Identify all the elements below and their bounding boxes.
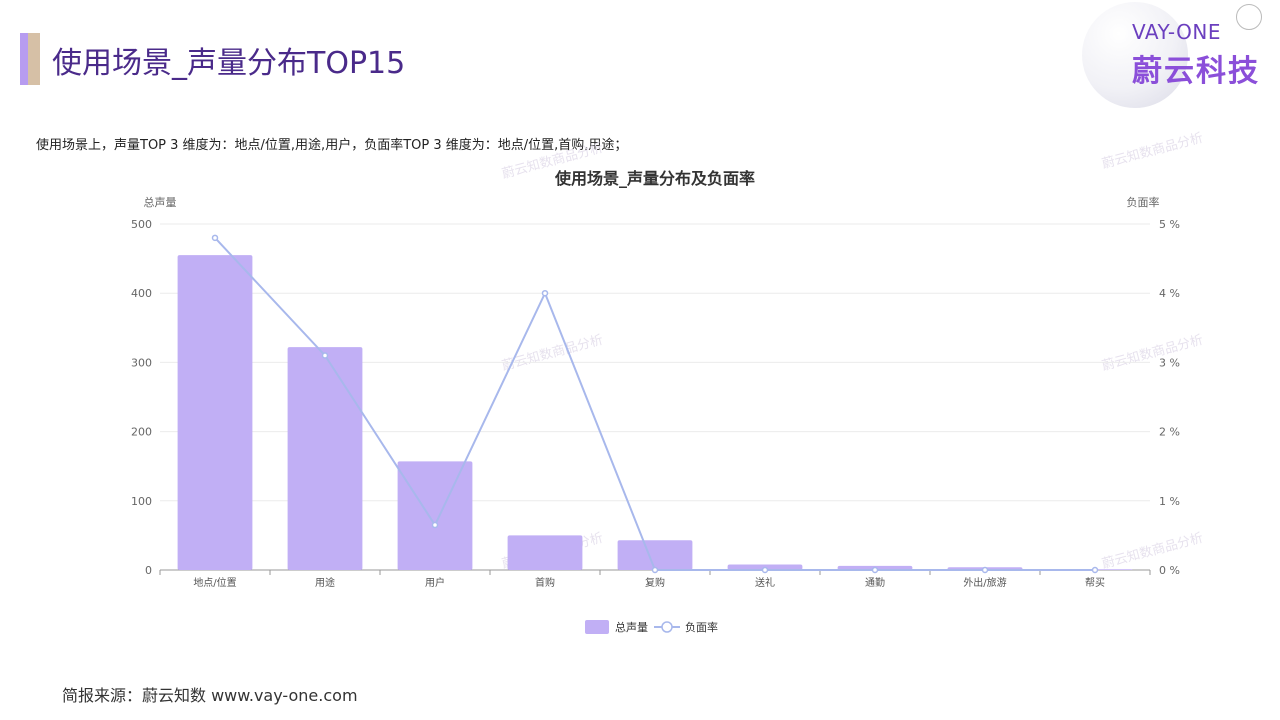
line-point [431,521,439,529]
x-tick-label: 地点/位置 [193,576,236,589]
footer-source: 简报来源：蔚云知数 www.vay-one.com [62,686,358,705]
x-tick-label: 首购 [535,576,555,589]
title-accent-bar-secondary [28,33,40,85]
x-tick-label: 用途 [315,576,335,589]
y-tick-label-right: 0 % [1159,564,1180,577]
line-point [871,566,879,574]
y-tick-label-right: 4 % [1159,287,1180,300]
bar [177,255,253,570]
x-tick-label: 帮买 [1085,577,1105,589]
line-point [761,566,769,574]
line-point [1091,566,1099,574]
x-tick-label: 外出/旅游 [963,576,1006,589]
line-point [211,234,219,242]
x-tick-label: 通勤 [865,576,885,589]
y-tick-label-left: 100 [131,495,152,508]
y-tick-label-left: 500 [131,218,152,231]
bar [617,540,693,570]
bar [397,461,473,570]
line-point [541,289,549,297]
summary-text: 使用场景上，声量TOP 3 维度为：地点/位置,用途,用户，负面率TOP 3 维… [36,138,628,153]
legend-line-marker [661,621,673,633]
y-tick-label-left: 300 [131,356,152,369]
legend-bar-label: 总声量 [615,620,648,634]
y-tick-label-right: 1 % [1159,495,1180,508]
right-axis-label: 负面率 [1127,195,1160,209]
y-tick-label-right: 2 % [1159,426,1180,439]
x-tick-label: 送礼 [755,576,775,589]
y-tick-label-right: 5 % [1159,218,1180,231]
x-tick-label: 用户 [425,576,445,589]
y-tick-label-right: 3 % [1159,356,1180,369]
x-tick-label: 复购 [645,576,665,589]
logo-badge [1082,2,1188,108]
y-tick-label-left: 0 [145,564,152,577]
legend-bar-swatch [585,620,609,634]
line-point [321,352,329,359]
line-point [981,566,989,574]
bar [287,347,363,570]
legend-line-label: 负面率 [685,620,718,634]
logo-small-circle [1236,4,1262,30]
title-accent-bar [20,33,28,85]
y-tick-label-left: 200 [131,426,152,439]
logo-text-en: VAY-ONE [1132,20,1221,44]
logo-text-cn: 蔚云科技 [1132,54,1260,89]
line-point [651,566,659,574]
left-axis-label: 总声量 [144,195,177,209]
y-tick-label-left: 400 [131,287,152,300]
chart-title: 使用场景_声量分布及负面率 [554,169,755,188]
bar [507,535,583,570]
page-title: 使用场景_声量分布TOP15 [52,46,406,81]
